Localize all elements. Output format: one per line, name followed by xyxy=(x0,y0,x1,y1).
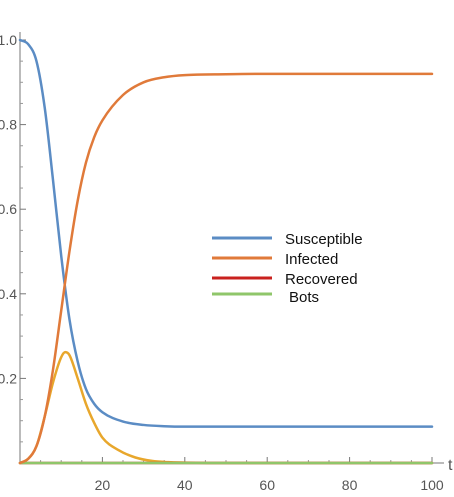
y-tick-label: 0.2 xyxy=(0,370,17,386)
legend-label: Bots xyxy=(289,289,319,306)
series-line xyxy=(18,38,434,428)
y-tick-label: 0.8 xyxy=(0,117,17,133)
y-tick-label: 1.0 xyxy=(0,32,17,48)
x-tick-label: 40 xyxy=(177,477,193,493)
legend-label: Infected xyxy=(285,251,338,268)
legend-label: Susceptible xyxy=(285,231,363,248)
x-tick-label: 80 xyxy=(342,477,358,493)
x-axis-label: t xyxy=(448,457,453,474)
y-tick-label: 0.6 xyxy=(0,201,17,217)
series-line xyxy=(18,72,434,465)
plot-area xyxy=(18,38,434,465)
series-line xyxy=(18,350,434,465)
x-tick-label: 20 xyxy=(95,477,111,493)
legend-label: Recovered xyxy=(285,271,358,288)
x-tick-label: 60 xyxy=(259,477,275,493)
x-tick-label: 100 xyxy=(420,477,444,493)
y-tick-label: 0.4 xyxy=(0,286,17,302)
